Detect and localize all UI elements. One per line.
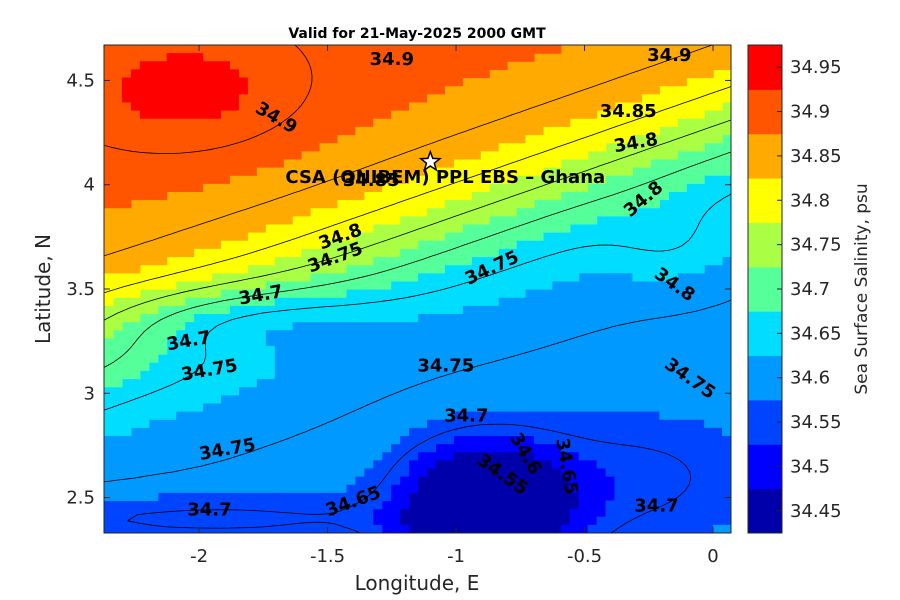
contour-lines — [104, 45, 731, 533]
x-tick-label: -1 — [447, 546, 465, 567]
contour-line — [104, 151, 731, 368]
colorbar-tick-label: 34.45 — [790, 501, 842, 522]
colorbar-swatch — [748, 222, 782, 268]
salinity-band — [104, 101, 731, 339]
colorbar-label: Sea Surface Salinity, psu — [852, 183, 872, 394]
colorbar-swatch — [748, 444, 782, 490]
contour-line — [127, 423, 692, 533]
salinity-band — [372, 435, 616, 533]
colorbar-tick-label: 34.65 — [790, 323, 842, 344]
colorbar-tick-label: 34.9 — [790, 102, 830, 123]
colorbar-tick-label: 34.7 — [790, 279, 830, 300]
colorbar-swatch — [748, 399, 782, 445]
colorbar-swatch — [748, 45, 782, 90]
salinity-band — [104, 45, 562, 209]
site-label: CSA (ONIBEM) PPL EBS – Ghana — [285, 167, 605, 188]
colorbar-ticks: 34.45 34.5 34.55 34.6 34.65 34.7 34.75 34.8 34.8… — [777, 57, 842, 522]
salinity-band — [104, 45, 731, 274]
contour-line — [104, 45, 713, 257]
contour-label: 34.85 — [600, 101, 657, 122]
colorbar-tick-label: 34.55 — [790, 412, 842, 433]
chart-title: Valid for 21-May-2025 2000 GMT — [288, 26, 546, 42]
colorbar-tick-label: 34.95 — [790, 57, 842, 78]
contour-label: 34.75 — [417, 356, 474, 377]
site-star-marker — [418, 149, 442, 172]
colorbar-swatch — [748, 311, 782, 357]
contour-label: 34.7 — [187, 500, 231, 521]
y-tick-label: 2.5 — [66, 488, 95, 509]
contour-line — [104, 86, 731, 294]
contour-line — [104, 193, 731, 411]
colorbar-swatch — [748, 89, 782, 135]
x-axis-ticks: -2 -1.5 -1 -0.5 0 — [190, 45, 719, 567]
salinity-bands — [104, 45, 731, 533]
colorbar-swatch — [748, 488, 782, 534]
contour-line — [104, 45, 313, 154]
colorbar-tick-label: 34.75 — [790, 235, 842, 256]
colorbar-swatch — [748, 133, 782, 179]
x-tick-label: -0.5 — [567, 546, 602, 567]
y-tick-label: 3.5 — [66, 279, 95, 300]
salinity-band — [104, 175, 731, 436]
y-tick-label: 3 — [84, 383, 95, 404]
colorbar-tick-label: 34.6 — [790, 368, 830, 389]
colorbar-swatch — [748, 178, 782, 223]
site-marker-group: CSA (ONIBEM) PPL EBS – Ghana — [285, 149, 605, 188]
salinity-band — [121, 53, 248, 119]
contour-label: 34.9 — [647, 45, 691, 66]
x-tick-label: -2 — [190, 546, 208, 567]
y-tick-label: 4 — [84, 175, 95, 196]
colorbar-tick-label: 34.5 — [790, 456, 830, 477]
y-axis-label: Latitude, N — [31, 234, 55, 344]
salinity-band — [104, 256, 731, 533]
contour-label: 34.7 — [444, 406, 488, 427]
x-tick-label: -1.5 — [310, 546, 345, 567]
colorbar — [747, 44, 783, 534]
contour-label: 34.9 — [370, 49, 414, 70]
salinity-band — [104, 69, 731, 306]
colorbar-swatch — [748, 355, 782, 401]
y-tick-label: 4.5 — [66, 70, 95, 91]
contour-label: 34.85 — [343, 170, 400, 191]
salinity-band — [104, 411, 731, 533]
colorbar-swatch — [748, 266, 782, 312]
x-axis-label: Longitude, E — [355, 571, 480, 595]
y-axis-ticks: 2.5 3 3.5 4 4.5 — [66, 70, 731, 509]
salinity-band — [399, 451, 580, 533]
contour-line — [104, 299, 731, 483]
contour-line — [104, 119, 731, 321]
x-tick-label: 0 — [707, 546, 718, 567]
colorbar-tick-label: 34.85 — [790, 146, 842, 167]
colorbar-tick-label: 34.8 — [790, 190, 830, 211]
contour-label: 34.7 — [634, 495, 678, 516]
plot-area — [104, 45, 731, 533]
